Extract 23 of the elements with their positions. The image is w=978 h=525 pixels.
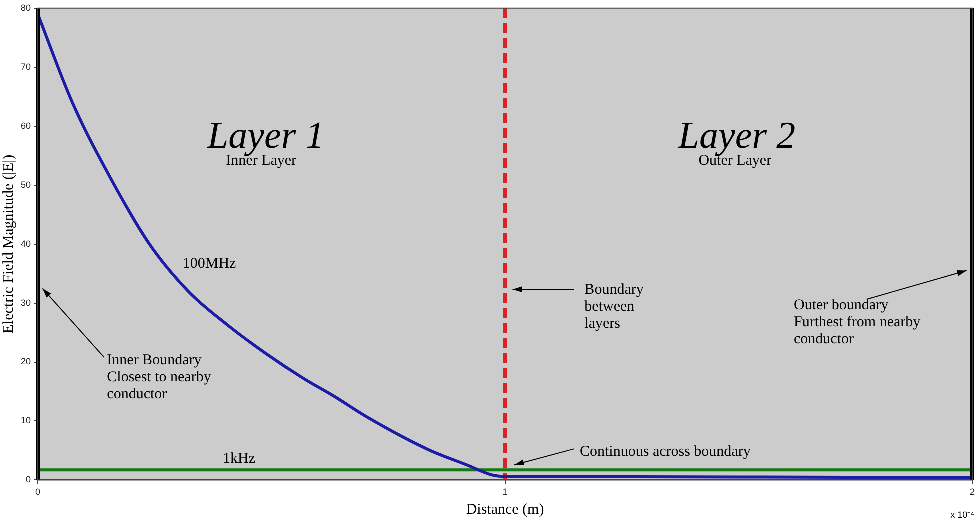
y-tick-label: 60 [20,120,32,131]
y-axis-title: Electric Field Magnitude (|E|) [0,154,17,334]
x-tick-label: 0 [36,487,41,498]
annotation: Outer boundary Furthest from nearby conductor [794,297,922,348]
x-tick-label: 1 [502,487,508,498]
text: x 10⁻⁴ [950,510,975,520]
series-label: 100MHz [182,256,237,272]
y-tick-label: 10 [20,416,32,426]
y-tick-label: 20 [20,356,32,367]
y-tick-label: 70 [20,62,32,72]
y-tick-label: 30 [20,298,32,308]
annotation: Boundary between layers [584,282,644,332]
x-tick-label: 2 [970,487,976,498]
annotation: Inner Boundary Closest to nearby conductor [107,352,212,403]
annotation: Continuous across boundary [580,444,752,460]
annotation: Layer 2 [677,115,796,158]
y-tick-label: 40 [20,238,32,249]
y-tick-label: 0 [26,474,32,485]
series-label: 1kHz [223,451,256,468]
y-tick-label: 80 [20,2,32,13]
x-axis-title: Distance (m) [466,502,544,518]
y-tick-label: 50 [20,180,32,190]
annotation: Layer 1 [206,115,325,158]
